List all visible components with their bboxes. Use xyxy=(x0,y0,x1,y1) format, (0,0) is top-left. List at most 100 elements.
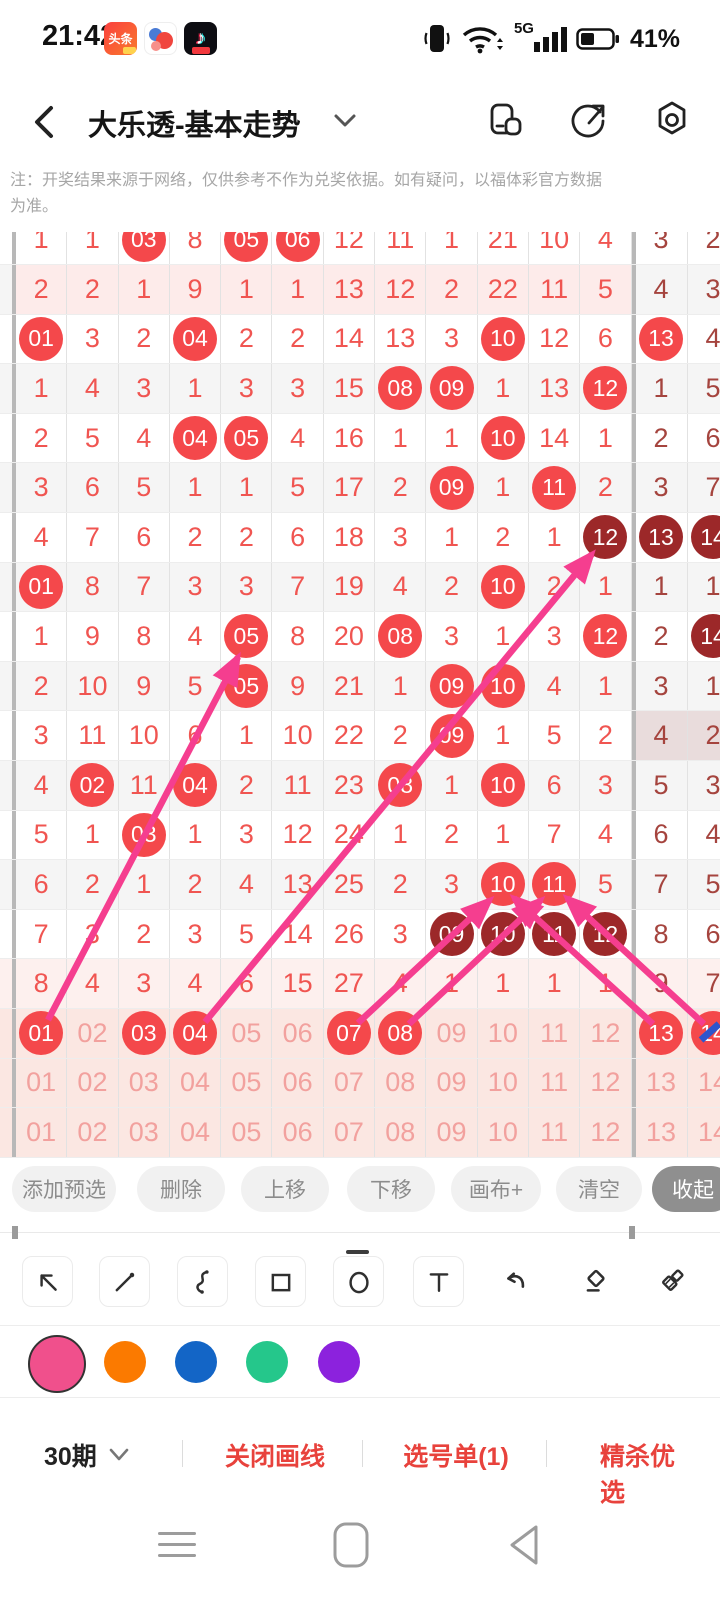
palette-color-purple[interactable] xyxy=(318,1341,360,1383)
tool-select-arrow[interactable] xyxy=(22,1256,73,1307)
trend-cell: 3 xyxy=(635,463,688,512)
trend-cell: 1 xyxy=(16,232,68,264)
trend-cell: 2 xyxy=(426,265,478,314)
tool-line[interactable] xyxy=(99,1256,150,1307)
trend-cell: 3 xyxy=(426,860,478,909)
trend-cell: 10 xyxy=(477,760,529,810)
trend-cell: 07 xyxy=(323,1008,376,1058)
trend-cell: 09 xyxy=(426,1108,478,1157)
trend-cell: 1 xyxy=(528,959,581,1008)
trend-cell: 22 xyxy=(477,265,529,314)
canvas-plus-button[interactable]: 画布+ xyxy=(451,1166,541,1212)
collapse-button[interactable]: 收起 xyxy=(652,1166,720,1212)
bottom-divider xyxy=(0,1397,720,1398)
trend-row: 3 6 5 1 1 5 17 2 09 1 11 2 3 7 xyxy=(0,463,720,513)
trend-cell: 24 xyxy=(323,810,376,860)
trend-cell: 3 xyxy=(67,909,119,959)
trend-row: 1 4 3 1 3 3 15 08 09 1 13 12 1 5 xyxy=(0,364,720,414)
nav-back-button[interactable] xyxy=(502,1521,544,1569)
move-up-button[interactable]: 上移 xyxy=(241,1166,329,1212)
share-icon[interactable] xyxy=(569,98,609,142)
trend-cell: 13 xyxy=(375,314,427,364)
trend-cell: 14 xyxy=(272,909,324,959)
drawn-ball: 08 xyxy=(378,1011,423,1056)
trend-cell: 1 xyxy=(687,661,720,711)
trend-cell: 2 xyxy=(426,562,478,612)
palette-color-green[interactable] xyxy=(246,1341,288,1383)
drawn-ball: 10 xyxy=(480,664,525,709)
drawn-ball: 03 xyxy=(121,812,166,857)
tool-text[interactable] xyxy=(413,1256,464,1307)
premium-filter-button[interactable]: 精杀优选 xyxy=(600,1443,676,1507)
trend-cell: 1 xyxy=(580,959,632,1008)
trend-cell: 4 xyxy=(118,413,170,463)
close-drawing-button[interactable]: 关闭画线 xyxy=(224,1443,326,1471)
clear-button[interactable]: 清空 xyxy=(556,1166,642,1212)
trend-cell: 15 xyxy=(323,364,376,413)
trend-cell: 1 xyxy=(580,562,632,612)
back-icon[interactable] xyxy=(30,100,58,144)
palette-color-orange[interactable] xyxy=(104,1341,146,1383)
add-preselect-button[interactable]: 添加预选 xyxy=(12,1166,116,1212)
trend-cell: 06 xyxy=(272,1108,324,1157)
panel-drag-handle[interactable] xyxy=(346,1250,369,1254)
drawn-ball: 06 xyxy=(275,232,320,262)
floating-window-icon[interactable] xyxy=(486,98,526,142)
trend-cell: 13 xyxy=(635,512,688,562)
trend-cell: 1 xyxy=(118,860,170,909)
tool-circle[interactable] xyxy=(333,1256,384,1307)
trend-row: 3 11 10 6 1 10 22 2 09 1 5 2 4 2 xyxy=(0,711,720,761)
nav-home-button[interactable] xyxy=(332,1521,370,1569)
tool-undo[interactable] xyxy=(496,1261,536,1301)
trend-chart-canvas[interactable]: 1 1 03 8 05 06 12 11 1 21 10 4 3 2 2 2 1 9 1 1 13 12 2 22 11 5 4 3 0… xyxy=(0,232,720,1158)
trend-cell: 12 xyxy=(580,1108,632,1157)
trend-row: 2 10 9 5 05 9 21 1 09 10 4 1 3 1 xyxy=(0,661,720,712)
trend-cell: 3 xyxy=(118,959,170,1008)
trend-cell: 8 xyxy=(118,612,170,661)
title-dropdown-icon[interactable] xyxy=(330,110,360,132)
trend-cell: 10 xyxy=(477,1008,529,1058)
trend-cell: 1 xyxy=(426,512,478,562)
palette-color-pink[interactable] xyxy=(28,1335,86,1393)
trend-cell: 13 xyxy=(272,860,324,909)
period-selector[interactable]: 30期 xyxy=(44,1437,131,1473)
trend-cell: 1 xyxy=(477,364,529,413)
trend-cell: 12 xyxy=(272,810,324,860)
trend-cell: 3 xyxy=(687,265,720,314)
move-down-button[interactable]: 下移 xyxy=(347,1166,435,1212)
trend-cell: 1 xyxy=(118,265,170,314)
drawn-ball: 07 xyxy=(326,1011,371,1056)
tool-rectangle[interactable] xyxy=(255,1256,306,1307)
tool-brush[interactable] xyxy=(652,1261,692,1301)
trend-cell: 1 xyxy=(580,413,632,463)
drawn-ball: 05 xyxy=(224,664,269,709)
trend-cell: 4 xyxy=(67,959,119,1008)
drawn-ball: 11 xyxy=(532,465,577,510)
palette-color-blue[interactable] xyxy=(175,1341,217,1383)
trend-cell: 5 xyxy=(221,909,273,959)
trend-cell: 11 xyxy=(118,760,170,810)
ticket-button[interactable]: 选号单(1) xyxy=(403,1443,509,1471)
trend-cell: 3 xyxy=(426,314,478,364)
trend-cell: 6 xyxy=(580,314,632,364)
period-label: 30期 xyxy=(44,1443,97,1471)
trend-row: 01 8 7 3 3 7 19 4 2 10 2 1 1 1 xyxy=(0,562,720,613)
trend-row: 6 2 1 2 4 13 25 2 3 10 11 5 7 5 xyxy=(0,860,720,910)
drawn-ball: 09 xyxy=(429,713,474,758)
trend-cell: 05 xyxy=(221,612,273,661)
tool-eraser[interactable] xyxy=(576,1261,616,1301)
trend-cell: 2 xyxy=(580,711,632,760)
trend-cell: 9 xyxy=(67,612,119,661)
drawn-ball: 01 xyxy=(19,316,64,361)
trend-cell: 09 xyxy=(426,463,478,512)
tool-curve[interactable] xyxy=(177,1256,228,1307)
repeat-ball: 14 xyxy=(691,515,720,560)
delete-button[interactable]: 删除 xyxy=(137,1166,225,1212)
bottom-bar-divider xyxy=(362,1440,363,1467)
repeat-ball: 12 xyxy=(583,912,628,957)
trend-row: 1 1 03 8 05 06 12 11 1 21 10 4 3 2 xyxy=(0,232,720,265)
rectangle-icon xyxy=(271,1273,290,1291)
settings-icon[interactable] xyxy=(652,98,692,142)
